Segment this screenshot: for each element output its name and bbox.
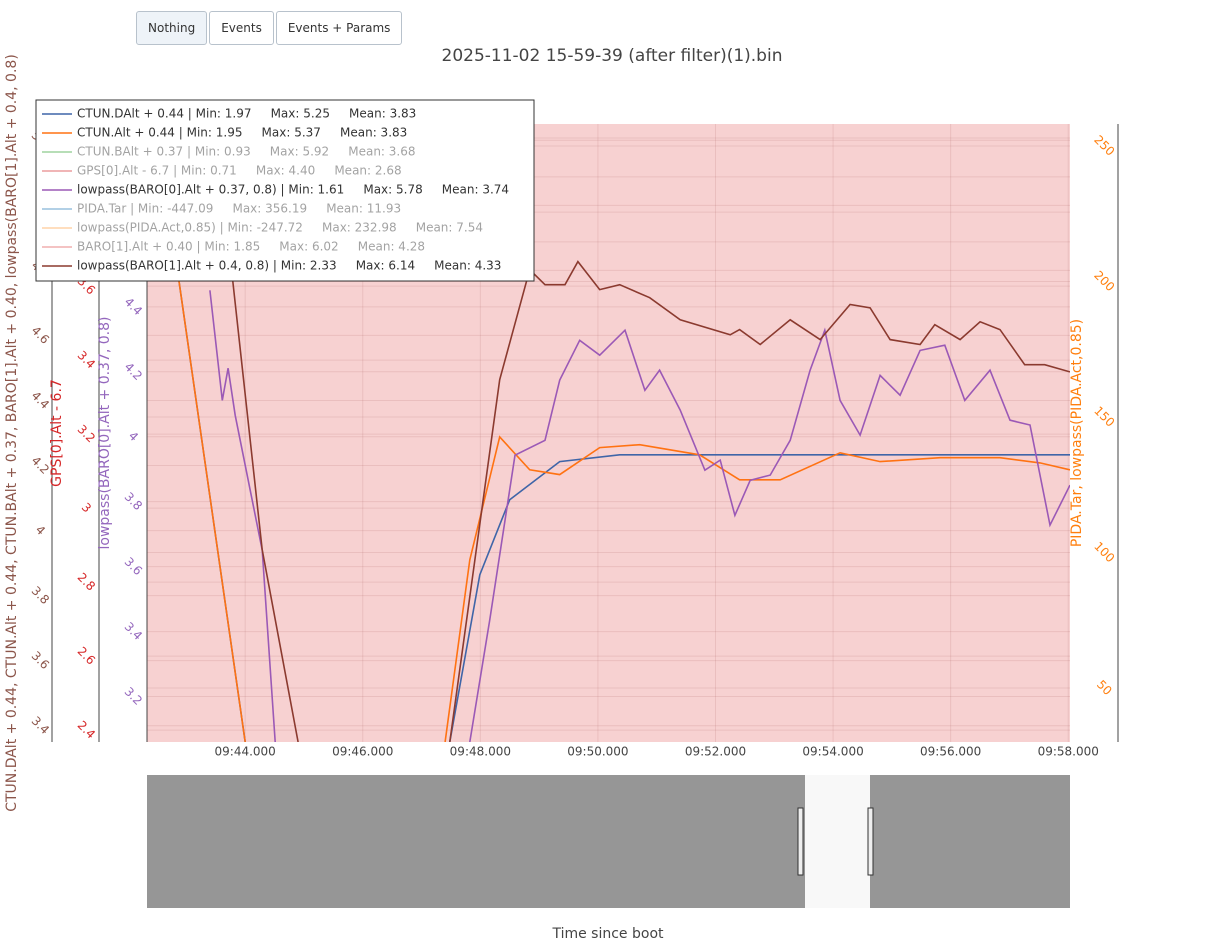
y-tick-label: 3.8 xyxy=(122,490,145,513)
x-tick-label: 09:52.000 xyxy=(685,745,746,759)
y-axis-title: PIDA.Tar, lowpass(PIDA.Act,0.85) xyxy=(1069,319,1085,547)
y-axis-title: GPS[0].Alt - 6.7 xyxy=(49,379,65,487)
button-bar: Nothing Events Events + Params xyxy=(136,11,403,45)
range-slider-bg xyxy=(147,775,1070,908)
button[interactable]: Events + Params xyxy=(275,11,403,45)
lines xyxy=(174,254,1070,742)
x-tick-label: 09:46.000 xyxy=(332,745,393,759)
y-tick-label: 4.4 xyxy=(122,295,145,318)
series-line xyxy=(174,254,1070,742)
y-tick-label: 3 xyxy=(79,500,94,515)
legend-label: lowpass(BARO[1].Alt + 0.4, 0.8) | Min: 2… xyxy=(77,259,501,273)
y-tick-label: 2.4 xyxy=(75,718,98,741)
y-tick-label: 150 xyxy=(1091,404,1117,430)
series-line xyxy=(229,254,1070,742)
x-tick-label: 09:58.000 xyxy=(1038,745,1099,759)
y-tick-label: 3.8 xyxy=(29,584,52,607)
x-tick-label: 09:50.000 xyxy=(567,745,628,759)
range-slider-handle[interactable] xyxy=(797,807,804,876)
legend-label: lowpass(BARO[0].Alt + 0.37, 0.8) | Min: … xyxy=(77,183,509,197)
range-slider-handle[interactable] xyxy=(867,807,874,876)
y-axis-title: lowpass(BARO[0].Alt + 0.37, 0.8) xyxy=(97,316,113,549)
legend-entry[interactable]: CTUN.Alt + 0.44 | Min: 1.95 Max: 5.37 Me… xyxy=(42,126,407,140)
legend-box xyxy=(35,99,535,282)
x-tick-label: 09:48.000 xyxy=(450,745,511,759)
y-tick-label: 2.6 xyxy=(75,644,98,667)
legend-label: CTUN.BAlt + 0.37 | Min: 0.93 Max: 5.92 M… xyxy=(77,145,416,159)
legend-label: PIDA.Tar | Min: -447.09 Max: 356.19 Mean… xyxy=(77,202,401,216)
x-tick-label: 09:56.000 xyxy=(920,745,981,759)
chart-title: 2025-11-02 15-59-39 (after filter)(1).bi… xyxy=(442,46,783,66)
y-tick-label: 4.2 xyxy=(122,360,145,383)
y-tick-label: 100 xyxy=(1091,539,1117,565)
legend-entry[interactable]: lowpass(BARO[0].Alt + 0.37, 0.8) | Min: … xyxy=(42,183,509,197)
legend-entry[interactable]: CTUN.DAlt + 0.44 | Min: 1.97 Max: 5.25 M… xyxy=(42,107,416,121)
range-slider xyxy=(147,775,1070,908)
y-axis-title: CTUN.DAlt + 0.44, CTUN.Alt + 0.44, CTUN.… xyxy=(4,54,20,812)
legend-entry[interactable]: lowpass(PIDA.Act,0.85) | Min: -247.72 Ma… xyxy=(42,221,483,235)
y-tick-label: 3.6 xyxy=(122,555,145,578)
legend-label: BARO[1].Alt + 0.40 | Min: 1.85 Max: 6.02… xyxy=(77,240,425,254)
y-tick-label: 2.8 xyxy=(75,570,98,593)
legend-entry[interactable]: GPS[0].Alt - 6.7 | Min: 0.71 Max: 4.40 M… xyxy=(42,164,402,178)
legend: CTUN.DAlt + 0.44 | Min: 1.97 Max: 5.25 M… xyxy=(35,99,535,282)
y-tick-label: 3.2 xyxy=(122,684,145,707)
legend-label: CTUN.Alt + 0.44 | Min: 1.95 Max: 5.37 Me… xyxy=(77,126,407,140)
y-tick-label: 3.2 xyxy=(75,422,98,445)
legend-entry[interactable]: BARO[1].Alt + 0.40 | Min: 1.85 Max: 6.02… xyxy=(42,240,425,254)
legend-label: GPS[0].Alt - 6.7 | Min: 0.71 Max: 4.40 M… xyxy=(77,164,402,178)
y-tick-label: 250 xyxy=(1091,133,1117,159)
range-slider-window xyxy=(805,775,870,908)
y-tick-label: 3.4 xyxy=(29,714,52,737)
legend-entry[interactable]: PIDA.Tar | Min: -447.09 Max: 356.19 Mean… xyxy=(42,202,401,216)
legend-label: CTUN.DAlt + 0.44 | Min: 1.97 Max: 5.25 M… xyxy=(77,107,416,121)
y-tick-label: 3.6 xyxy=(29,649,52,672)
y-tick-label: 4.6 xyxy=(29,323,52,346)
y-tick-label: 4 xyxy=(126,429,141,444)
series-line xyxy=(209,290,1070,742)
legend-entry[interactable]: lowpass(BARO[1].Alt + 0.4, 0.8) | Min: 2… xyxy=(42,259,501,273)
x-tick-label: 09:44.000 xyxy=(215,745,276,759)
button[interactable]: Nothing xyxy=(136,11,208,45)
y-tick-label: 4 xyxy=(33,523,48,538)
y-tick-label: 50 xyxy=(1094,677,1115,698)
button[interactable]: Events xyxy=(209,11,274,45)
y-tick-label: 3.4 xyxy=(122,620,145,643)
legend-label: lowpass(PIDA.Act,0.85) | Min: -247.72 Ma… xyxy=(77,221,483,235)
y-tick-label: 200 xyxy=(1091,268,1117,294)
y-tick-label: 3.4 xyxy=(75,348,98,371)
x-tick-label: 09:54.000 xyxy=(802,745,863,759)
legend-entry[interactable]: CTUN.BAlt + 0.37 | Min: 0.93 Max: 5.92 M… xyxy=(42,145,416,159)
x-axis-title: Time since boot xyxy=(551,926,664,939)
